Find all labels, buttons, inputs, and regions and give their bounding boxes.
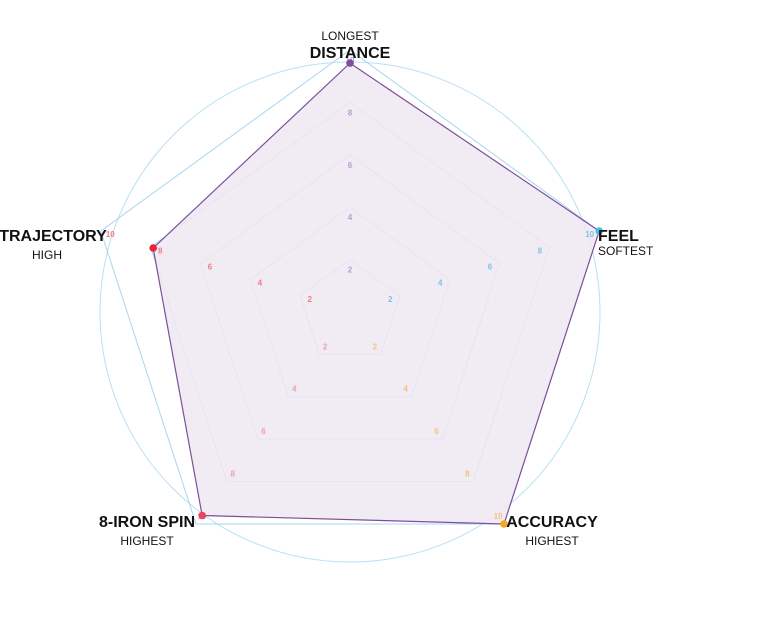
data-points <box>149 59 603 528</box>
grid-ring-10 <box>100 49 600 525</box>
tick-label: 6 <box>434 427 439 436</box>
tick-label: 4 <box>348 213 353 222</box>
tick-label: 4 <box>292 385 297 394</box>
tick-label: 2 <box>388 295 393 304</box>
data-point <box>346 59 354 67</box>
tick-label: 6 <box>348 161 353 170</box>
tick-label: 6 <box>488 263 493 272</box>
axis-label-feel: FEEL <box>598 228 639 245</box>
tick-label: 8 <box>465 470 470 479</box>
data-area <box>152 62 600 525</box>
tick-label: 6 <box>261 427 266 436</box>
axis-label-accuracy: ACCURACY <box>506 514 598 531</box>
axis-qualifier-feel: SOFTEST <box>598 244 654 258</box>
tick-label: 8 <box>230 470 235 479</box>
tick-label: 8 <box>348 108 353 117</box>
tick-label: 2 <box>323 342 328 351</box>
axis-label-trajectory: TRAJECTORY <box>0 228 107 245</box>
tick-label: 2 <box>307 295 312 304</box>
axis-qualifier-distance: LONGEST <box>321 29 379 43</box>
data-point <box>500 520 508 528</box>
data-point <box>149 244 157 252</box>
tick-label: 10 <box>494 512 503 521</box>
tick-label: 8 <box>538 246 543 255</box>
tick-label: 10 <box>585 230 594 239</box>
tick-label: 4 <box>258 279 263 288</box>
tick-label: 4 <box>403 385 408 394</box>
data-point <box>198 511 206 520</box>
tick-label: 2 <box>348 266 353 275</box>
tick-label: 8 <box>158 246 163 255</box>
data-point <box>595 227 603 235</box>
tick-label: 10 <box>106 230 115 239</box>
axis-qualifier-accuracy: HIGHEST <box>525 534 579 548</box>
tick-label: 2 <box>373 342 378 351</box>
axis-label-distance: DISTANCE <box>310 45 391 62</box>
axis-qualifier-8-iron-spin: HIGHEST <box>120 534 174 548</box>
tick-label: 6 <box>208 263 213 272</box>
axis-label-8-iron-spin: 8-IRON SPIN <box>99 514 195 531</box>
tick-label: 4 <box>438 279 443 288</box>
axis-qualifier-trajectory: HIGH <box>32 248 62 262</box>
